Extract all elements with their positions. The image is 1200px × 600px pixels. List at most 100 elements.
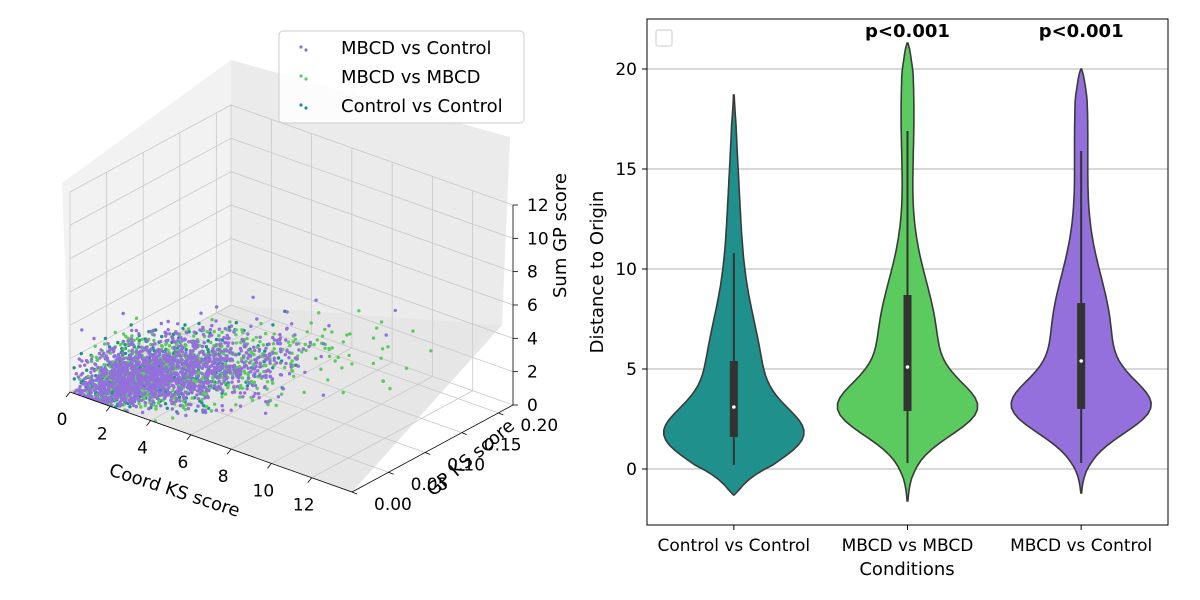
scatter-point-mbcd-vs-control [172, 385, 176, 389]
scatter-point-mbcd-vs-mbcd [239, 340, 243, 345]
scatter-point-mbcd-vs-control [96, 365, 100, 370]
scatter-point-mbcd-vs-control [226, 368, 230, 373]
scatter-point-mbcd-vs-control [244, 351, 248, 355]
scatter-point-mbcd-vs-control [106, 359, 110, 363]
scatter-point-mbcd-vs-control [136, 379, 141, 383]
legend-label-mbcd-vs-mbcd: MBCD vs MBCD [341, 67, 480, 88]
scatter-point-mbcd-vs-control [246, 366, 250, 370]
scatter-point-mbcd-vs-control [144, 360, 149, 364]
scatter-point-mbcd-vs-control [102, 351, 106, 356]
scatter-point-mbcd-vs-control [140, 382, 145, 386]
scatter-point-mbcd-vs-mbcd [282, 365, 287, 370]
scatter-point-mbcd-vs-control [137, 360, 141, 364]
scatter-point-mbcd-vs-control [211, 369, 215, 373]
scatter-point-mbcd-vs-control [114, 370, 118, 374]
scatter-point-control-vs-control [245, 384, 250, 388]
scatter-point-mbcd-vs-mbcd [183, 407, 187, 412]
scatter-point-mbcd-vs-control [238, 391, 243, 395]
scatter-point-control-vs-control [116, 340, 120, 345]
scatter-point-mbcd-vs-mbcd [251, 338, 255, 342]
scatter-point-mbcd-vs-control [100, 386, 104, 391]
empty-legend-box [655, 29, 673, 47]
scatter-point-mbcd-vs-mbcd [186, 327, 191, 331]
y-tick-mark [388, 471, 394, 475]
scatter-point-mbcd-vs-control [201, 325, 205, 330]
scatter-point-mbcd-vs-mbcd [192, 378, 197, 383]
z-tick-label: 8 [527, 263, 538, 283]
scatter-point-mbcd-vs-mbcd [312, 342, 316, 347]
scatter-point-mbcd-vs-mbcd [200, 397, 204, 402]
scatter-point-mbcd-vs-control [242, 361, 246, 365]
scatter-point-mbcd-vs-control [211, 347, 215, 351]
scatter-point-mbcd-vs-control [89, 367, 94, 371]
scatter-point-mbcd-vs-control [134, 386, 138, 391]
scatter-point-mbcd-vs-control [263, 411, 268, 415]
floor-gridline [311, 390, 473, 479]
scatter-point-control-vs-control [154, 328, 158, 332]
scatter-point-mbcd-vs-control [145, 338, 149, 343]
scatter-point-mbcd-vs-control [134, 328, 139, 333]
scatter-point-mbcd-vs-control [170, 394, 174, 399]
wall-gridline [230, 237, 514, 339]
scatter-point-mbcd-vs-control [79, 388, 84, 393]
scatter-point-mbcd-vs-mbcd [336, 355, 340, 360]
scatter-point-mbcd-vs-mbcd [135, 337, 140, 341]
scatter-point-mbcd-vs-control [107, 382, 112, 386]
scatter-point-mbcd-vs-control [287, 351, 292, 355]
scatter-point-mbcd-vs-mbcd [323, 327, 327, 332]
scatter-point-mbcd-vs-control [229, 408, 233, 412]
scatter-point-mbcd-vs-control [166, 370, 170, 375]
scatter-point-mbcd-vs-control [182, 397, 187, 401]
scatter-point-mbcd-vs-control [137, 332, 141, 336]
scatter-point-mbcd-vs-control [142, 378, 146, 382]
scatter-point-mbcd-vs-control [213, 360, 217, 364]
scatter-point-mbcd-vs-control [264, 358, 268, 362]
scatter-point-mbcd-vs-control [393, 308, 397, 313]
scatter-point-mbcd-vs-control [264, 369, 268, 374]
scatter-point-mbcd-vs-mbcd [317, 311, 321, 315]
scatter-point-mbcd-vs-control [126, 339, 130, 343]
scatter-point-mbcd-vs-control [215, 363, 219, 368]
y-tick-mark [351, 491, 358, 495]
scatter-point-mbcd-vs-control [145, 370, 150, 374]
scatter-point-mbcd-vs-control [163, 350, 167, 354]
scatter-point-mbcd-vs-control [106, 385, 111, 389]
scatter-point-mbcd-vs-mbcd [254, 335, 258, 340]
scatter-point-mbcd-vs-control [174, 358, 178, 363]
scatter-point-mbcd-vs-mbcd [251, 362, 255, 367]
scatter-point-mbcd-vs-control [103, 366, 107, 370]
scatter-point-mbcd-vs-control [132, 372, 136, 376]
scatter-point-mbcd-vs-mbcd [271, 342, 276, 346]
scatter-point-mbcd-vs-control [201, 358, 205, 362]
scatter-point-mbcd-vs-control [123, 385, 128, 389]
violin-iqr-box-control-vs-control [729, 361, 738, 437]
scatter-point-mbcd-vs-control [90, 374, 94, 378]
scatter-point-mbcd-vs-control [101, 373, 105, 377]
scatter-point-mbcd-vs-control [159, 321, 163, 326]
scatter-point-mbcd-vs-control [107, 349, 112, 353]
scatter-point-mbcd-vs-control [171, 337, 175, 341]
scatter-point-mbcd-vs-control [144, 357, 148, 362]
scatter-point-mbcd-vs-control [214, 305, 219, 309]
scatter-point-mbcd-vs-mbcd [265, 380, 270, 384]
scatter-point-mbcd-vs-mbcd [323, 346, 327, 350]
scatter-point-mbcd-vs-control [149, 347, 153, 351]
legend-label-control-vs-control: Control vs Control [341, 96, 503, 117]
wall-gridline [69, 271, 232, 360]
scatter-point-mbcd-vs-control [132, 397, 136, 401]
scatter-point-mbcd-vs-control [295, 342, 299, 346]
scatter-point-mbcd-vs-mbcd [272, 363, 276, 367]
scatter-point-mbcd-vs-mbcd [293, 337, 298, 341]
scatter-point-mbcd-vs-mbcd [102, 342, 107, 346]
scatter-point-mbcd-vs-control [229, 347, 233, 351]
scatter-point-mbcd-vs-mbcd [240, 386, 245, 390]
scatter-point-mbcd-vs-control [138, 355, 143, 359]
scatter-point-mbcd-vs-control [116, 352, 121, 357]
scatter-point-mbcd-vs-control [283, 353, 287, 357]
scatter-point-mbcd-vs-control [220, 404, 224, 408]
scatter-point-mbcd-vs-control [255, 356, 259, 360]
legend: MBCD vs Control MBCD vs MBCD Control vs … [278, 30, 525, 124]
scatter-point-mbcd-vs-control [196, 404, 200, 408]
scatter-point-mbcd-vs-mbcd [314, 356, 318, 361]
scatter-point-mbcd-vs-control [99, 348, 103, 352]
